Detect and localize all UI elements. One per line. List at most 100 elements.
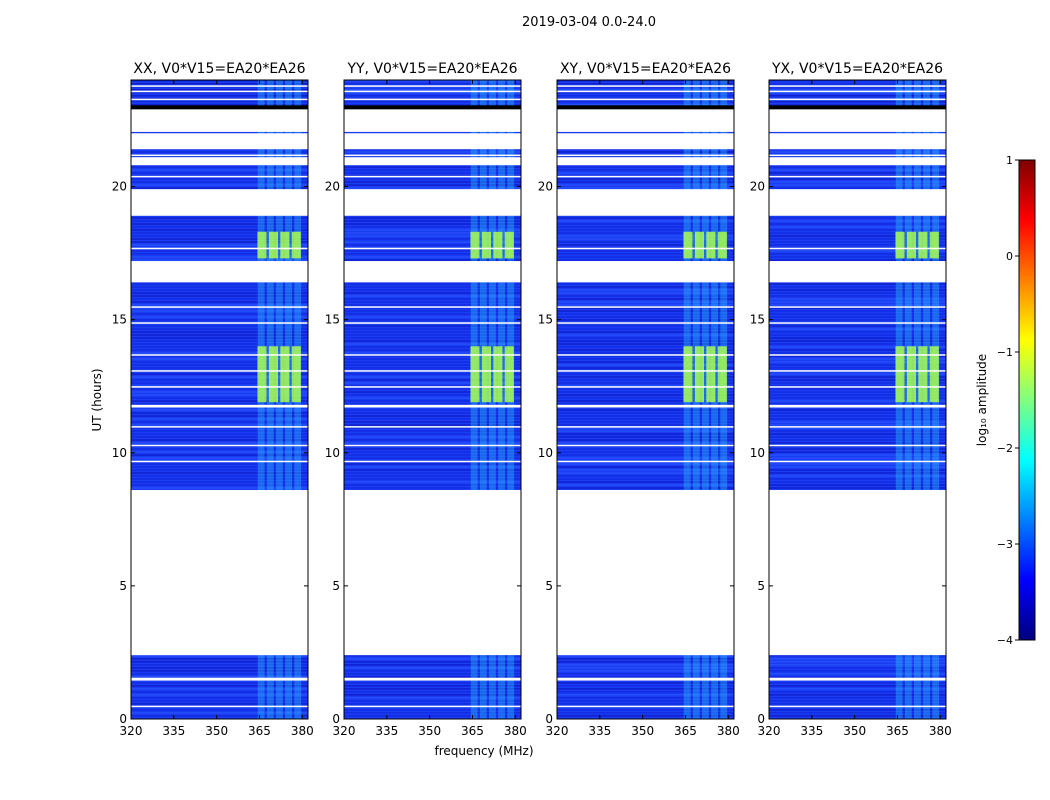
noise-row [344,178,521,180]
noise-row [557,676,734,678]
bright-block [906,231,917,259]
noise-row [557,283,734,285]
noise-row [557,442,734,444]
noise-row [557,403,734,405]
scan-line [769,114,946,117]
band-column [498,655,506,719]
noise-row [769,253,946,255]
bright-block [717,231,727,259]
noise-row [344,217,521,219]
noise-row [557,664,734,666]
x-tick-label: 320 [758,724,781,738]
noise-row [131,104,308,106]
noise-row [131,655,308,657]
noise-row [344,364,521,366]
noise-row [131,80,308,82]
noise-row [344,337,521,339]
noise-row [769,376,946,378]
noise-row [769,697,946,699]
noise-row [344,481,521,483]
noise-row [344,664,521,666]
noise-row [344,655,521,657]
noise-row [344,181,521,183]
band-column [266,109,274,491]
noise-row [131,481,308,483]
colorbar-ticks: −4 −3 −2 −1 0 1 [997,154,1019,647]
scan-line [344,354,521,356]
noise-row [344,89,521,91]
noise-row [344,658,521,660]
noise-row [769,472,946,474]
noise-row [769,487,946,489]
noise-row [344,83,521,85]
noise-row [557,343,734,345]
noise-row [131,487,308,489]
band-column [294,655,302,719]
x-tick-label: 320 [120,724,143,738]
band-column [720,655,728,719]
x-tick-label: 320 [546,724,569,738]
noise-row [557,421,734,423]
noise-row [344,235,521,237]
noise-row [557,463,734,465]
noise-row [344,373,521,375]
x-tick-label: 335 [588,724,611,738]
bright-block [481,346,492,403]
noise-row [131,658,308,660]
noise-row [131,286,308,288]
x-tick-label: 365 [461,724,484,738]
colorbar-tick-label: −3 [997,538,1013,551]
scan-line [769,127,946,130]
noise-row [557,367,734,369]
noise-row [769,463,946,465]
noise-row [769,388,946,390]
scan-line [131,679,308,681]
noise-row [131,151,308,153]
band-column [294,109,302,491]
noise-row [131,478,308,480]
noise-row [769,658,946,660]
noise-row [344,412,521,414]
noise-row [131,101,308,103]
noise-row [344,457,521,459]
noise-row [557,298,734,300]
noise-row [769,685,946,687]
noise-row [344,418,521,420]
band-column [711,655,719,719]
panel-title: XX, V0*V15=EA20*EA26 [133,61,305,77]
noise-row [131,283,308,285]
noise-row [344,352,521,354]
bright-block [929,346,939,403]
flagged-gap [344,490,521,656]
noise-row [131,289,308,291]
band-column [470,80,478,107]
bright-block [694,346,705,403]
bright-block [929,231,939,259]
band-column [692,655,700,719]
noise-row [557,394,734,396]
flagged-gap [131,261,308,283]
noise-row [769,104,946,106]
noise-row [131,301,308,303]
panel-yx: YX, V0*V15=EA20*EA26 320 335 350 365 380 0 5 10 1… [750,61,952,738]
y-tick-label: 0 [332,712,340,726]
colorbar-tick-label: 0 [1006,250,1013,263]
noise-row [344,421,521,423]
figure-suptitle: 2019-03-04 0.0-24.0 [522,15,656,30]
noise-row [769,166,946,168]
noise-row [557,469,734,471]
band-column [720,80,728,107]
y-tick-label: 20 [325,180,340,194]
noise-row [769,229,946,231]
y-tick-label: 10 [538,446,553,460]
noise-row [769,241,946,243]
flagged-gap [131,157,308,166]
noise-row [557,472,734,474]
noise-row [344,358,521,360]
noise-row [557,286,734,288]
scan-line [344,679,521,681]
noise-row [344,376,521,378]
scan-line [344,444,521,447]
noise-row [557,673,734,675]
